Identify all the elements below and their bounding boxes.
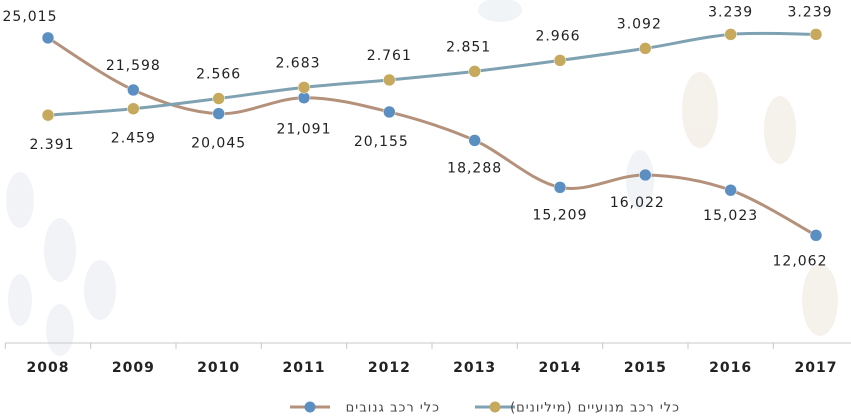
data-label: 3.092 [617,16,662,32]
legend: כלי רכב מנועיים (מיליונים) כלי רכב גנובי… [290,401,680,416]
data-label: 15,023 [703,208,758,224]
data-label: 25,015 [3,9,58,25]
data-label: 20,155 [354,134,409,150]
data-label: 16,022 [610,195,665,211]
point [809,229,823,242]
legend-label: כלי רכב גנובים [346,401,440,416]
point [212,92,225,105]
x-tick-label: 2012 [368,360,411,376]
legend-marker [489,401,501,413]
point [41,31,55,45]
legend-label: כלי רכב מנועיים (מיליונים) [510,401,680,416]
x-tick-label: 2010 [197,360,240,376]
point [468,65,481,78]
x-tick-label: 2016 [709,360,752,376]
x-tick-label: 2014 [539,360,582,376]
point [297,81,311,94]
point [41,108,55,122]
data-label: 3.239 [787,4,832,20]
point [383,105,396,119]
x-tick-label: 2017 [795,360,838,376]
series-line [47,31,817,117]
point [468,134,481,147]
point [724,28,737,41]
data-label: 2.683 [275,55,320,71]
x-tick-label: 2015 [624,360,667,376]
data-label: 15,209 [533,207,588,223]
point [383,73,396,87]
x-tick-label: 2013 [453,360,496,376]
point [724,183,737,197]
data-label: 2.391 [29,137,74,153]
data-label: 21,091 [277,122,332,138]
data-label: 2.966 [535,28,580,44]
point [639,168,652,182]
point [809,28,823,41]
data-label: 2.761 [367,48,412,64]
decoration [6,0,838,356]
data-label: 20,045 [191,136,246,152]
x-tick-label: 2009 [112,360,155,376]
data-label: 21,598 [106,58,161,74]
x-tick-label: 2008 [27,360,70,376]
data-label: 2.851 [446,39,491,55]
point [127,102,140,115]
data-label: 2.566 [196,67,241,83]
legend-marker [304,401,316,413]
point [127,83,140,97]
point [639,42,652,55]
data-label: 12,062 [773,253,828,269]
point [553,181,567,194]
data-label: 3.239 [708,4,753,20]
x-tick-label: 2011 [283,360,326,376]
point [553,54,567,67]
data-label: 18,288 [447,160,502,176]
point [212,107,225,120]
data-label: 2.459 [111,131,156,147]
